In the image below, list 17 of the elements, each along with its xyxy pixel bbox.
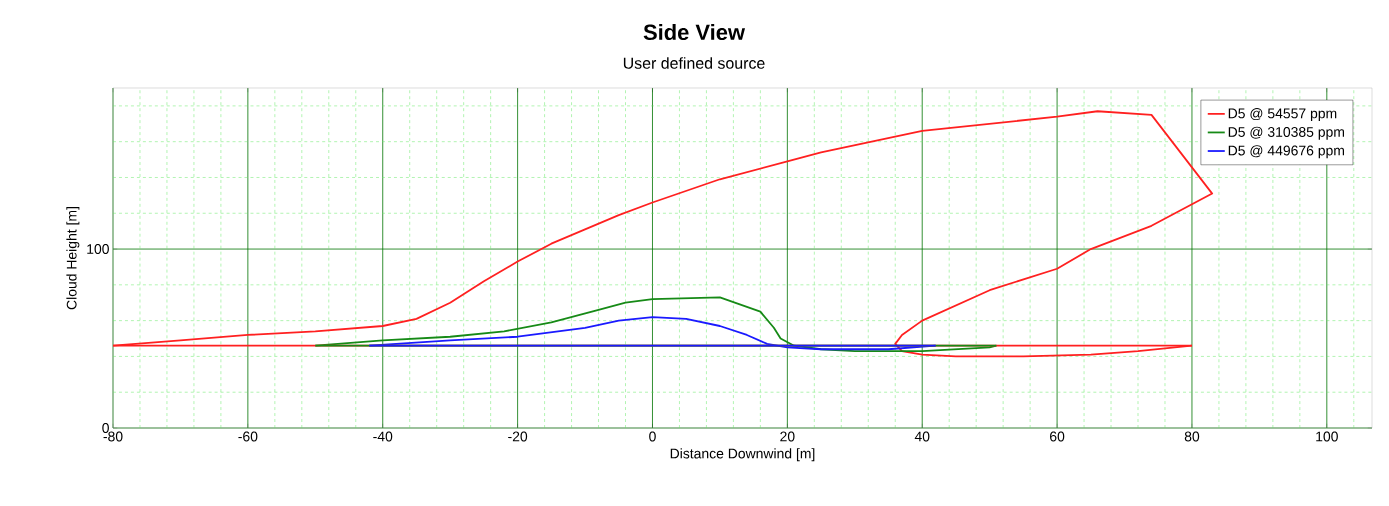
chart-subtitle: User defined source	[623, 57, 765, 69]
x-tick-label: -80	[103, 431, 123, 442]
chart-title: Side View	[643, 23, 746, 41]
x-tick-label: 20	[780, 431, 795, 442]
x-tick-label: 100	[1316, 431, 1338, 442]
legend-label: D5 @ 449676 ppm	[1228, 145, 1344, 159]
x-tick-label: 40	[914, 431, 930, 442]
x-tick-label: 80	[1184, 431, 1200, 442]
legend-label: D5 @ 54557 ppm	[1228, 108, 1337, 122]
x-tick-label: 0	[649, 431, 656, 442]
y-axis-title: Cloud Height [m]	[66, 207, 80, 310]
x-tick-label: -60	[238, 431, 258, 442]
x-axis-title: Distance Downwind [m]	[670, 448, 815, 462]
x-tick-label: -40	[373, 431, 393, 442]
x-tick-label: 60	[1050, 431, 1065, 442]
x-tick-label: -20	[508, 431, 528, 442]
legend-label: D5 @ 310385 ppm	[1228, 126, 1344, 140]
